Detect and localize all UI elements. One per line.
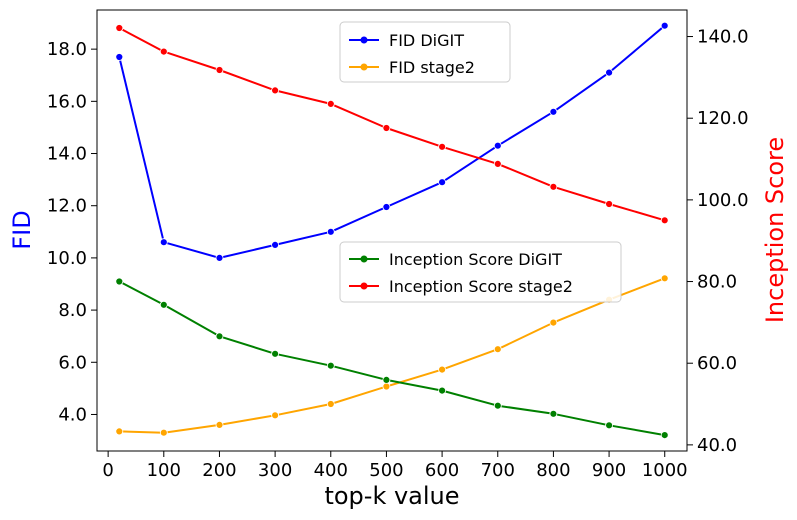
x-tick-label: 200 (202, 460, 236, 481)
data-point-fid-stage2 (493, 345, 502, 354)
data-point-fid-stage2 (215, 420, 224, 429)
series-layer (115, 21, 669, 440)
x-tick-label: 1000 (642, 460, 688, 481)
data-point-inception-score-stage2 (660, 216, 669, 225)
data-point-inception-score-stage2 (326, 100, 335, 108)
data-point-inception-score-stage2 (605, 200, 613, 208)
data-point-inception-score-stage2 (159, 47, 168, 56)
x-tick-label: 400 (314, 460, 348, 481)
y-right-tick-label: 60.0 (697, 353, 737, 374)
data-point-fid-digit (326, 227, 335, 236)
x-axis: 0 100 200 300 400 500 600 700 800 900 1000 (102, 451, 688, 481)
legend-is-stage2-marker (360, 282, 368, 290)
legend-fid-stage2-marker (360, 63, 368, 71)
data-point-fid-stage2 (159, 428, 168, 437)
data-point-inception-score-stage2 (438, 142, 447, 151)
y-left-tick-label: 14.0 (47, 144, 87, 165)
data-point-inception-score-digit (215, 332, 224, 341)
legend-fid-stage2-label: FID stage2 (389, 58, 475, 77)
x-tick-label: 0 (102, 460, 113, 481)
data-point-fid-digit (382, 203, 391, 211)
y-axis-left-title: FID (8, 210, 36, 249)
data-point-inception-score-stage2 (115, 24, 124, 32)
y-right-tick-label: 80.0 (697, 272, 737, 293)
legend-is-box (339, 241, 622, 303)
y-left-tick-label: 10.0 (47, 248, 87, 269)
legend-is-stage2-label: Inception Score stage2 (389, 277, 573, 296)
plot-frame (96, 9, 688, 452)
data-point-inception-score-digit (605, 421, 613, 430)
data-point-inception-score-digit (382, 375, 391, 384)
x-tick-label: 600 (425, 460, 459, 481)
data-point-inception-score-digit (438, 386, 447, 395)
data-point-fid-digit (493, 141, 502, 150)
y-right-tick-label: 140.0 (697, 27, 749, 48)
y-left-tick-label: 8.0 (58, 300, 87, 321)
data-point-fid-stage2 (115, 427, 124, 436)
data-point-inception-score-stage2 (215, 66, 224, 74)
y-right-tick-label: 40.0 (697, 435, 737, 456)
x-tick-label: 300 (258, 460, 292, 481)
y-left-tick-label: 16.0 (47, 91, 87, 112)
legend-is-digit-marker (360, 255, 368, 263)
data-point-inception-score-digit (493, 401, 502, 410)
data-point-fid-stage2 (271, 411, 280, 420)
x-axis-title: top-k value (324, 482, 459, 510)
data-point-inception-score-digit (159, 300, 168, 309)
data-point-fid-digit (605, 68, 613, 77)
data-point-inception-score-digit (115, 277, 124, 286)
y-axis-left: 4.0 6.0 8.0 10.0 12.0 14.0 16.0 18.0 (47, 39, 97, 425)
series-line-inception-score-digit (118, 280, 665, 437)
data-point-fid-digit (660, 21, 669, 30)
data-point-fid-stage2 (382, 382, 391, 391)
x-tick-label: 800 (536, 460, 570, 481)
x-tick-label: 500 (369, 460, 403, 481)
data-point-inception-score-digit (271, 349, 280, 358)
data-point-fid-digit (115, 53, 124, 61)
data-point-inception-score-stage2 (382, 124, 391, 132)
x-tick-label: 700 (481, 460, 515, 481)
data-point-inception-score-digit (326, 361, 335, 370)
data-point-inception-score-stage2 (271, 86, 280, 95)
data-point-fid-digit (549, 107, 558, 116)
data-point-fid-digit (271, 240, 280, 249)
x-tick-label: 900 (592, 460, 626, 481)
data-point-inception-score-digit (660, 431, 669, 440)
data-point-inception-score-stage2 (493, 159, 502, 168)
legend-is-digit-label: Inception Score DiGIT (389, 250, 562, 269)
y-right-tick-label: 100.0 (697, 190, 749, 211)
y-left-tick-label: 6.0 (58, 352, 87, 373)
data-point-fid-digit (215, 253, 224, 262)
x-tick-label: 100 (147, 460, 181, 481)
legend-inception-score: Inception Score DiGIT Inception Score st… (339, 241, 622, 303)
data-point-fid-stage2 (438, 365, 447, 374)
legend-fid: FID DiGIT FID stage2 (339, 21, 511, 83)
y-axis-right: 40.0 60.0 80.0 100.0 120.0 140.0 (687, 27, 749, 456)
data-point-fid-digit (159, 238, 168, 247)
y-right-tick-label: 120.0 (697, 108, 749, 129)
legend-fid-box (339, 21, 511, 83)
y-left-tick-label: 4.0 (58, 404, 87, 425)
data-point-inception-score-digit (549, 409, 558, 418)
data-point-inception-score-stage2 (549, 182, 558, 191)
data-point-fid-stage2 (660, 274, 669, 283)
data-point-fid-stage2 (326, 400, 335, 408)
legend-fid-digit-marker (360, 36, 368, 44)
data-point-fid-digit (438, 178, 447, 187)
y-axis-right-title: Inception Score (761, 137, 789, 323)
y-left-tick-label: 18.0 (47, 39, 87, 60)
y-left-tick-label: 12.0 (47, 196, 87, 217)
data-point-fid-stage2 (549, 318, 558, 327)
legend-fid-digit-label: FID DiGIT (389, 31, 464, 50)
